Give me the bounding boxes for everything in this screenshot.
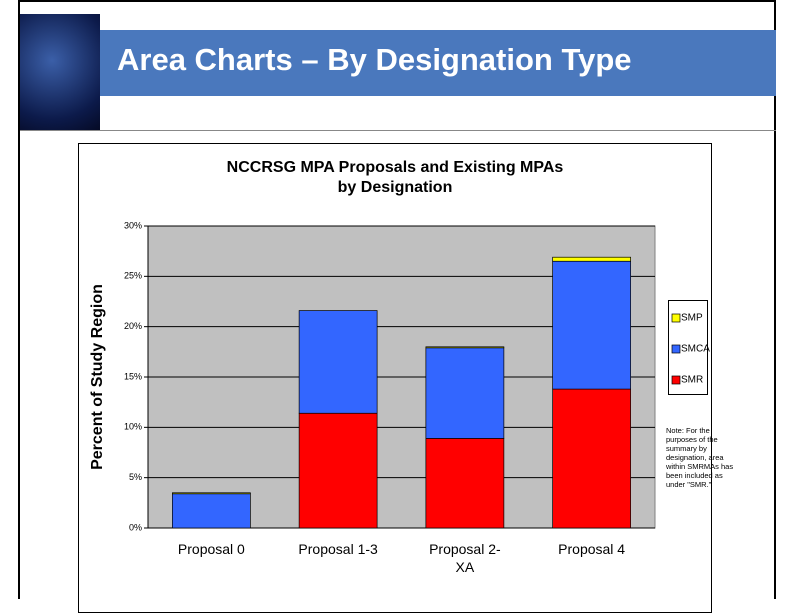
bar-segment [426,347,504,348]
bar-segment [553,261,631,389]
bar-segment [553,257,631,261]
bar-segment [299,311,377,414]
y-tick-label: 10% [124,422,142,432]
legend-box [668,300,708,395]
bar-segment [553,389,631,528]
y-tick-label: 25% [124,271,142,281]
bar-segment [172,494,250,528]
chart-note: Note: For the purposes of the summary by… [666,426,736,489]
page: Area Charts – By Designation Type NCCRSG… [0,0,795,599]
bar-segment [426,348,504,439]
x-tick-label: Proposal 1-3 [293,540,383,558]
y-tick-label: 0% [129,522,142,532]
y-tick-label: 5% [129,472,142,482]
x-tick-label: Proposal 0 [166,540,256,558]
y-tick-label: 30% [124,220,142,230]
x-tick-label: Proposal 2-XA [420,540,510,576]
y-axis-label: Percent of Study Region [89,284,107,470]
x-tick-label: Proposal 4 [547,540,637,558]
bar-segment [426,438,504,528]
bar-segment [172,493,250,494]
bar-segment [299,413,377,528]
y-tick-label: 15% [124,371,142,381]
y-tick-label: 20% [124,321,142,331]
